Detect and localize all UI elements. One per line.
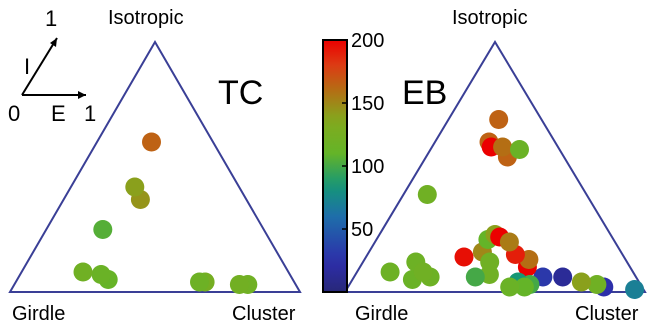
data-point <box>414 263 433 282</box>
corner-label-cluster: Cluster <box>575 303 639 325</box>
panel-tc: Isotropic Girdle Cluster TC 1 I 0 E 1 <box>8 6 300 325</box>
corner-label-isotropic: Isotropic <box>108 7 184 29</box>
data-point <box>572 273 591 292</box>
i-axis-arrowhead <box>50 38 57 47</box>
e-axis-label: E <box>51 101 66 126</box>
origin-label: 0 <box>8 101 20 126</box>
data-point <box>455 248 474 267</box>
data-point <box>466 268 485 287</box>
colorbar-tick-label: 50 <box>351 219 373 241</box>
data-point <box>74 263 93 282</box>
data-point <box>489 110 508 129</box>
data-point <box>93 220 112 239</box>
panel-label-eb: EB <box>402 74 447 112</box>
points-tc <box>74 133 258 295</box>
data-point <box>510 140 529 159</box>
data-point <box>142 133 161 152</box>
colorbar-tick-label: 150 <box>351 93 384 115</box>
corner-label-isotropic: Isotropic <box>452 7 528 29</box>
data-point <box>92 265 111 284</box>
axes-inset: 1 I 0 E 1 <box>8 6 96 126</box>
corner-label-girdle: Girdle <box>12 303 65 325</box>
panel-label-tc: TC <box>218 74 263 112</box>
data-point <box>230 275 249 294</box>
colorbar: 200 150 100 50 <box>323 30 384 292</box>
data-point <box>500 278 519 297</box>
data-point <box>480 253 499 272</box>
data-point <box>625 280 644 299</box>
i-axis-value: 1 <box>45 6 57 31</box>
colorbar-ticks: 200 150 100 50 <box>342 30 384 241</box>
data-point <box>381 263 400 282</box>
data-point <box>553 268 572 287</box>
i-axis-label: I <box>24 54 30 79</box>
data-point <box>125 178 144 197</box>
corner-label-girdle: Girdle <box>355 303 408 325</box>
colorbar-tick-label: 100 <box>351 156 384 178</box>
data-point <box>493 138 512 157</box>
colorbar-tick-label: 200 <box>351 30 384 52</box>
e-axis-arrowhead <box>78 91 86 99</box>
data-point <box>500 233 519 252</box>
data-point <box>190 273 209 292</box>
panel-eb: Isotropic Girdle Cluster EB 200 150 100 50 <box>323 7 645 325</box>
corner-label-cluster: Cluster <box>232 303 296 325</box>
points-eb <box>381 110 644 299</box>
data-point <box>418 185 437 204</box>
e-axis-value: 1 <box>84 101 96 126</box>
